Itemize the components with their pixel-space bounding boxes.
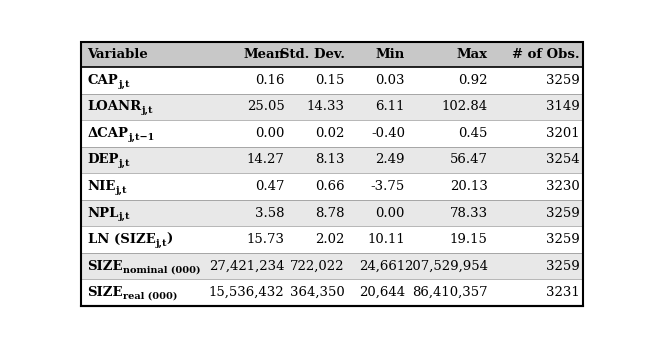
- Text: 78.33: 78.33: [450, 206, 488, 219]
- Text: j,t: j,t: [156, 239, 167, 248]
- Text: 0.66: 0.66: [315, 180, 345, 193]
- Text: 14.33: 14.33: [307, 100, 345, 113]
- Text: 25.05: 25.05: [247, 100, 284, 113]
- Bar: [81, 42, 583, 67]
- Text: j,t: j,t: [119, 79, 130, 89]
- Text: SIZE: SIZE: [87, 286, 123, 299]
- Text: 14.27: 14.27: [246, 153, 284, 167]
- Text: 0.00: 0.00: [255, 127, 284, 140]
- Text: ): ): [167, 233, 173, 246]
- Text: j,t: j,t: [142, 106, 153, 115]
- Text: 3259: 3259: [546, 74, 580, 87]
- Bar: [81, 93, 583, 120]
- Text: ΔCAP: ΔCAP: [87, 127, 128, 140]
- Text: 207,529,954: 207,529,954: [404, 260, 488, 273]
- Text: 0.02: 0.02: [316, 127, 345, 140]
- Bar: [81, 279, 583, 306]
- Text: j,t: j,t: [119, 159, 130, 168]
- Text: nominal (000): nominal (000): [123, 265, 200, 274]
- Text: 0.92: 0.92: [458, 74, 488, 87]
- Text: 102.84: 102.84: [442, 100, 488, 113]
- Text: j,t−1: j,t−1: [128, 133, 155, 142]
- Text: Mean: Mean: [244, 48, 284, 61]
- Text: 3259: 3259: [546, 260, 580, 273]
- Text: -0.40: -0.40: [371, 127, 405, 140]
- Text: # of Obs.: # of Obs.: [512, 48, 580, 61]
- Text: 3231: 3231: [546, 286, 580, 299]
- Text: 0.45: 0.45: [458, 127, 488, 140]
- Text: 15.73: 15.73: [246, 233, 284, 246]
- Text: j,t: j,t: [116, 186, 128, 195]
- Text: NPL: NPL: [87, 206, 119, 219]
- Text: 24,661: 24,661: [359, 260, 405, 273]
- Text: 56.47: 56.47: [450, 153, 488, 167]
- Text: j,t: j,t: [119, 212, 130, 221]
- Bar: [81, 120, 583, 147]
- Text: LN (SIZE: LN (SIZE: [87, 233, 156, 246]
- Text: SIZE: SIZE: [87, 260, 123, 273]
- Text: 0.15: 0.15: [316, 74, 345, 87]
- Text: DEP: DEP: [87, 153, 119, 167]
- Text: Min: Min: [376, 48, 405, 61]
- Text: CAP: CAP: [87, 74, 119, 87]
- Text: 0.03: 0.03: [375, 74, 405, 87]
- Text: NIE: NIE: [87, 180, 116, 193]
- Bar: [81, 147, 583, 173]
- Text: 3.58: 3.58: [255, 206, 284, 219]
- Bar: [81, 200, 583, 226]
- Text: 364,350: 364,350: [290, 286, 345, 299]
- Text: 8.78: 8.78: [315, 206, 345, 219]
- Text: 3259: 3259: [546, 206, 580, 219]
- Text: -3.75: -3.75: [371, 180, 405, 193]
- Text: 3254: 3254: [546, 153, 580, 167]
- Text: 2.49: 2.49: [375, 153, 405, 167]
- Text: 19.15: 19.15: [450, 233, 488, 246]
- Bar: [81, 226, 583, 253]
- Text: 3201: 3201: [546, 127, 580, 140]
- Text: real (000): real (000): [123, 292, 178, 301]
- Text: 3149: 3149: [546, 100, 580, 113]
- Text: 6.11: 6.11: [375, 100, 405, 113]
- Bar: [81, 173, 583, 200]
- Text: 3230: 3230: [546, 180, 580, 193]
- Text: Max: Max: [457, 48, 488, 61]
- Text: 15,536,432: 15,536,432: [209, 286, 284, 299]
- Text: 27,421,234: 27,421,234: [209, 260, 284, 273]
- Text: LOANR: LOANR: [87, 100, 142, 113]
- Text: 0.16: 0.16: [255, 74, 284, 87]
- Text: 2.02: 2.02: [316, 233, 345, 246]
- Text: 20,644: 20,644: [359, 286, 405, 299]
- Text: 3259: 3259: [546, 233, 580, 246]
- Bar: [81, 253, 583, 279]
- Text: 8.13: 8.13: [315, 153, 345, 167]
- Text: Variable: Variable: [87, 48, 148, 61]
- Text: 10.11: 10.11: [367, 233, 405, 246]
- Text: 20.13: 20.13: [450, 180, 488, 193]
- Text: 0.00: 0.00: [376, 206, 405, 219]
- Bar: [81, 67, 583, 93]
- Text: 0.47: 0.47: [255, 180, 284, 193]
- Text: Std. Dev.: Std. Dev.: [280, 48, 345, 61]
- Text: 86,410,357: 86,410,357: [412, 286, 488, 299]
- Text: 722,022: 722,022: [290, 260, 345, 273]
